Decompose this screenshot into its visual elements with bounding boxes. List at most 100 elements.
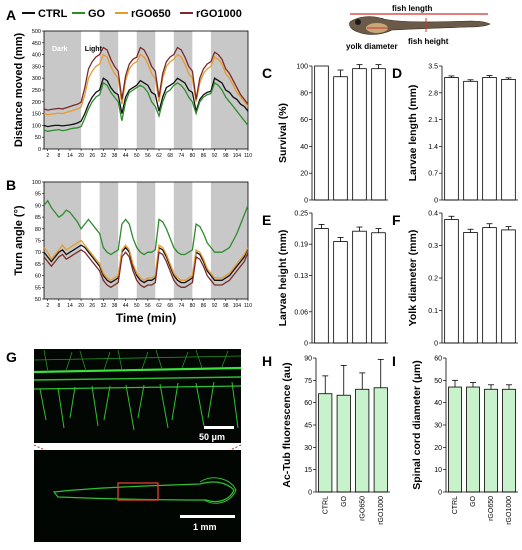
bar-rgo1000 <box>371 68 386 201</box>
bar-rgo650 <box>352 68 367 201</box>
x-tick-label: 104 <box>233 153 242 159</box>
series-line-ctrl <box>43 77 249 128</box>
x-tick-label: 56 <box>145 153 151 159</box>
y-tick-label: 0 <box>434 341 438 348</box>
scalebar-1mm <box>180 515 235 518</box>
bar-rgo1000 <box>501 229 516 344</box>
bar-go <box>466 386 480 493</box>
x-tick-label: 98 <box>223 303 229 309</box>
y-tick-label: 0 <box>438 490 442 497</box>
y-tick-label: 90 <box>35 203 41 209</box>
y-tick-label: 150 <box>32 112 41 118</box>
bar-ctrl <box>318 393 333 493</box>
series-line-rgo1000 <box>43 249 249 289</box>
chart-i: I 0 10 20 30 40 50 60 CTRL GO rGO650 rGO1000 Spinal … <box>392 353 518 525</box>
x-tick-label: 14 <box>67 303 73 309</box>
y-tick-label: 500 <box>32 29 41 35</box>
chart-f: F 0 0.1 0.2 0.3 0.4 Yolk diameter (mm) <box>392 211 518 348</box>
x-tick-label: 110 <box>244 303 252 309</box>
x-tick-label: 32 <box>101 153 107 159</box>
panel-label-b: B <box>6 177 16 193</box>
y-tick-label: 100 <box>32 180 41 186</box>
x-tick-label: GO <box>470 495 477 506</box>
x-tick-label: 14 <box>67 153 73 159</box>
y-axis-label: Survival (%) <box>277 103 289 163</box>
x-tick-label: 8 <box>57 153 60 159</box>
x-tick-label: rGO650 <box>359 496 366 521</box>
y-tick-label: 250 <box>32 88 41 94</box>
x-tick-label: 98 <box>223 153 229 159</box>
x-tick-label: 62 <box>156 153 162 159</box>
legend-label-rgo1000: rGO1000 <box>196 8 242 20</box>
bar-rgo1000 <box>502 388 516 493</box>
x-tick-label: 20 <box>78 153 84 159</box>
dark-period-band <box>44 182 82 299</box>
x-tick-label: 110 <box>244 153 252 159</box>
bar-go <box>333 76 348 201</box>
y-tick-label: 50 <box>35 297 41 303</box>
y-tick-label: 30 <box>304 445 312 452</box>
y-tick-label: 350 <box>32 64 41 70</box>
bar-ctrl <box>314 228 329 344</box>
legend-label-rgo650: rGO650 <box>131 8 171 20</box>
x-tick-label: 44 <box>123 303 129 309</box>
bar-ctrl <box>314 65 329 201</box>
x-tick-label: 2 <box>46 303 49 309</box>
y-tick-label: 2.1 <box>428 117 438 124</box>
bar-go <box>333 241 348 344</box>
legend-label-ctrl: CTRL <box>38 8 68 20</box>
panel-label-d: D <box>392 65 402 81</box>
panel-label-e: E <box>262 212 271 228</box>
series-line-ctrl <box>43 244 249 284</box>
y-tick-label: 20 <box>300 171 308 178</box>
y-tick-label: 0 <box>308 490 312 497</box>
x-tick-label: 62 <box>156 303 162 309</box>
y-tick-label: 0.25 <box>294 211 308 218</box>
bar-ctrl <box>444 77 459 201</box>
y-tick-label: 90 <box>304 356 312 363</box>
micrograph-whole <box>34 450 241 542</box>
bar-go <box>463 80 478 201</box>
fish-eye <box>355 19 361 25</box>
dark-period-band <box>99 182 119 299</box>
axon-network-image <box>33 349 242 431</box>
x-tick-label: 86 <box>201 303 207 309</box>
y-tick-label: 0.1 <box>428 308 438 315</box>
x-tick-label: 80 <box>190 303 196 309</box>
series-line-rgo1000 <box>43 46 249 111</box>
dark-label: Dark <box>52 46 68 53</box>
x-tick-label: 80 <box>190 153 196 159</box>
y-tick-label: 0 <box>304 341 308 348</box>
y-tick-label: 85 <box>35 215 41 221</box>
y-tick-label: 0.2 <box>428 276 438 283</box>
bar-ctrl <box>444 219 459 344</box>
y-tick-label: 0.06 <box>294 309 308 316</box>
x-tick-label: 104 <box>233 303 242 309</box>
series-line-go <box>43 81 249 132</box>
y-axis-label: Turn angle (°) <box>13 205 25 276</box>
bar-rgo650 <box>482 77 497 201</box>
x-tick-label: GO <box>341 495 348 506</box>
y-axis-label: Ac-Tub fluorescence (au) <box>281 362 293 487</box>
x-tick-label: 68 <box>167 153 173 159</box>
chart-h: H 0 15 30 45 60 75 90 CTRL GO rGO650 rGO1000 Ac-Tub … <box>262 353 390 525</box>
x-tick-label: rGO650 <box>488 496 495 521</box>
series-line-rgo650 <box>43 53 249 116</box>
whole-larva-image <box>52 481 235 503</box>
x-tick-label: 92 <box>212 303 218 309</box>
x-tick-label: rGO1000 <box>506 496 513 525</box>
panel-g: G 50 μm 1 mm <box>6 349 242 542</box>
bar-rgo650 <box>482 227 497 344</box>
y-tick-label: 45 <box>304 423 312 430</box>
chart-c: C 0 20 40 60 80 100 Survival (%) <box>262 64 388 205</box>
y-tick-label: 100 <box>296 64 308 71</box>
scalebar-50um <box>204 426 234 429</box>
y-tick-label: 0 <box>38 147 41 153</box>
y-tick-label: 30 <box>434 423 442 430</box>
y-tick-label: 40 <box>300 144 308 151</box>
chart-a: A 0 50 100 150 200 250 300 350 400 450 500 2 8 14 20 26 3… <box>6 7 252 159</box>
dark-period-band <box>173 31 193 149</box>
y-tick-label: 75 <box>35 239 41 245</box>
y-tick-label: 60 <box>300 117 308 124</box>
